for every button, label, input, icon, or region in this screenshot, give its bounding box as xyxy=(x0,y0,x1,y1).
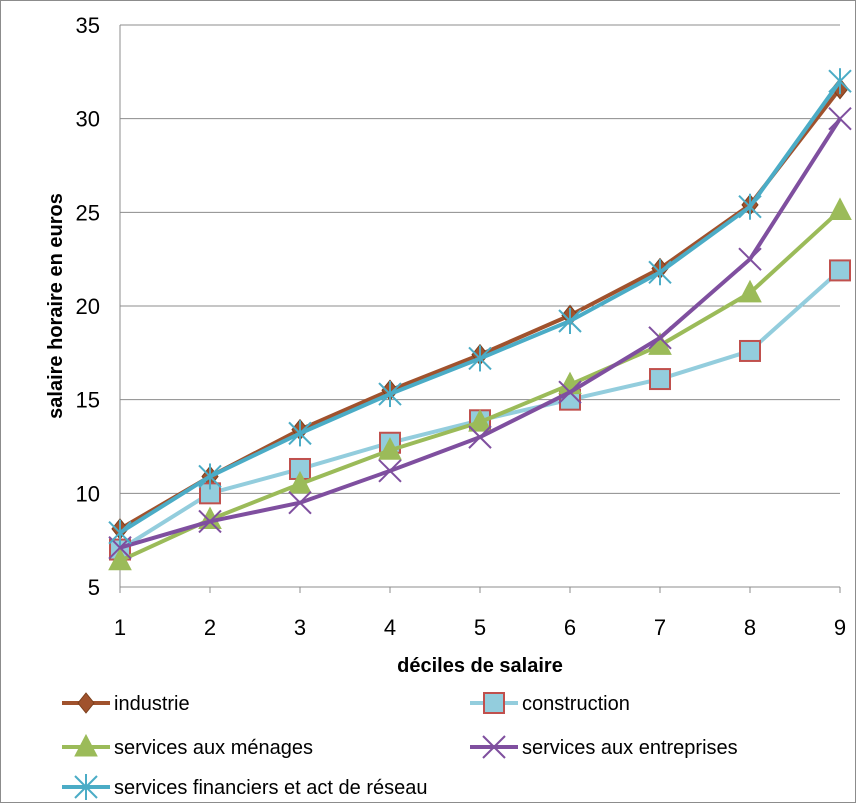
x-axis-title: déciles de salaire xyxy=(397,655,563,677)
series-4-point-5 xyxy=(468,425,492,449)
series-3-line xyxy=(119,208,842,563)
y-tick-20: 20 xyxy=(76,294,100,319)
series-4-point-4 xyxy=(378,459,402,483)
series-4-point-8 xyxy=(738,247,762,271)
series-1-line xyxy=(118,87,842,531)
series-3-point-3 xyxy=(288,470,312,494)
series-layer xyxy=(108,68,852,571)
x-tick-2: 2 xyxy=(204,615,216,640)
y-axis-title: salaire horaire en euros xyxy=(45,193,67,419)
series-4-point-6-stroke-b xyxy=(558,380,582,404)
series-4-point-2 xyxy=(198,509,222,534)
series-4-point-7-stroke-b xyxy=(648,326,672,350)
legend-item-4: services aux entreprises xyxy=(470,735,738,759)
series-2-point-8 xyxy=(739,339,761,362)
legend-marker-2 xyxy=(483,692,505,714)
x-tick-7: 7 xyxy=(654,615,666,640)
series-4 xyxy=(108,106,852,560)
series-3-point-1 xyxy=(108,547,132,571)
legend-marker-3 xyxy=(74,733,98,757)
x-tick-labels: 1 2 3 4 5 6 7 8 9 xyxy=(114,587,846,640)
y-tick-labels: 5 10 15 20 25 30 35 xyxy=(76,13,100,600)
series-4-point-7 xyxy=(648,326,672,350)
series-4-line xyxy=(119,117,842,550)
series-5-point-4 xyxy=(378,381,402,408)
legend-label-3: services aux ménages xyxy=(114,737,313,759)
series-3-point-5 xyxy=(468,409,492,432)
series-5-point-1 xyxy=(108,519,132,546)
y-tick-15: 15 xyxy=(76,388,100,413)
series-5-point-3 xyxy=(288,420,312,447)
legend-item-1: industrie xyxy=(62,692,190,715)
series-5-point-5 xyxy=(468,345,492,372)
x-tick-1: 1 xyxy=(114,615,126,640)
series-3-point-9 xyxy=(828,197,852,220)
y-tick-25: 25 xyxy=(76,200,100,225)
series-4-point-6 xyxy=(558,380,582,404)
series-2-point-7 xyxy=(649,368,671,391)
series-5-point-6 xyxy=(558,307,582,334)
series-2-point-9 xyxy=(829,259,851,282)
legend: industrie construction services aux ménage… xyxy=(62,692,738,800)
y-tick-10: 10 xyxy=(76,481,100,506)
x-tick-5: 5 xyxy=(474,615,486,640)
legend-label-1: industrie xyxy=(114,693,190,715)
series-4-point-9-stroke-b xyxy=(828,106,852,131)
x-tick-9: 9 xyxy=(834,615,846,640)
y-tick-30: 30 xyxy=(76,107,100,132)
series-3-point-8 xyxy=(738,279,762,303)
legend-marker-4 xyxy=(482,735,506,759)
legend-item-2: construction xyxy=(470,692,630,715)
x-tick-8: 8 xyxy=(744,615,756,640)
series-3-point-4 xyxy=(378,437,402,460)
legend-item-3: services aux ménages xyxy=(62,733,313,759)
series-5-point-7 xyxy=(648,259,672,286)
series-4-point-2-stroke-b xyxy=(198,509,222,534)
gridlines xyxy=(120,24,840,494)
x-tick-3: 3 xyxy=(294,615,306,640)
series-4-point-8-stroke-b xyxy=(738,247,762,271)
legend-marker-5 xyxy=(74,774,98,800)
series-4-point-9 xyxy=(828,106,852,131)
legend-item-5: services financiers et act de réseau xyxy=(62,774,428,800)
x-tick-4: 4 xyxy=(384,615,396,640)
series-5-point-9 xyxy=(828,68,852,95)
x-tick-6: 6 xyxy=(564,615,576,640)
series-4-point-4-stroke-b xyxy=(378,459,402,483)
series-4-point-3-stroke-b xyxy=(288,490,312,515)
legend-label-5: services financiers et act de réseau xyxy=(114,777,428,799)
series-5-point-2 xyxy=(198,463,222,490)
series-4-point-5-stroke-b xyxy=(468,425,492,449)
legend-marker-1 xyxy=(77,692,95,714)
y-tick-35: 35 xyxy=(76,13,100,38)
y-tick-5: 5 xyxy=(88,575,100,600)
series-3 xyxy=(108,197,852,571)
legend-label-2: construction xyxy=(522,693,630,715)
legend-label-4: services aux entreprises xyxy=(522,737,738,759)
series-4-point-3 xyxy=(288,490,312,515)
series-5 xyxy=(108,68,852,546)
series-5-point-8 xyxy=(738,193,762,220)
legend-marker-4-stroke-b xyxy=(482,735,506,759)
